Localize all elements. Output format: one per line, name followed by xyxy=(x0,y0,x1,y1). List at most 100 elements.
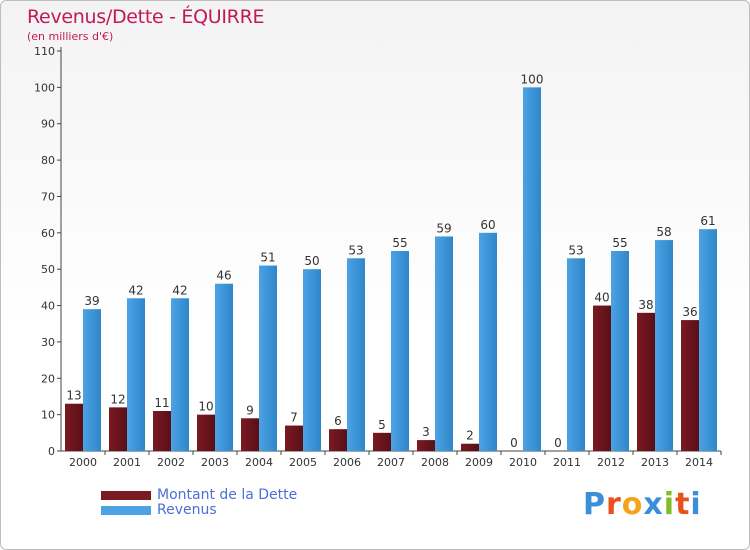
dette-value-2008: 3 xyxy=(422,425,430,439)
revenus-value-2013: 58 xyxy=(656,225,671,239)
x-tick-label: 2000 xyxy=(69,456,97,469)
revenus-value-2007: 55 xyxy=(392,236,407,250)
x-tick-label: 2004 xyxy=(245,456,273,469)
dette-bar-2002 xyxy=(153,411,171,451)
dette-bar-2004 xyxy=(241,418,259,451)
revenus-value-2004: 51 xyxy=(260,251,275,265)
logo-letter: t xyxy=(675,487,691,522)
y-tick-label: 50 xyxy=(41,263,55,276)
dette-value-2000: 13 xyxy=(66,389,81,403)
revenus-bar-2012 xyxy=(611,251,629,451)
x-tick-label: 2006 xyxy=(333,456,361,469)
legend-item-dette: Montant de la Dette xyxy=(101,487,297,503)
revenus-value-2011: 53 xyxy=(568,243,583,257)
dette-value-2014: 36 xyxy=(682,305,697,319)
revenus-value-2010: 100 xyxy=(521,72,544,86)
dette-bar-2009 xyxy=(461,443,479,451)
revenus-value-2012: 55 xyxy=(612,236,627,250)
logo-letter: i xyxy=(690,487,702,522)
revenus-bar-2014 xyxy=(699,229,717,451)
x-tick-label: 2001 xyxy=(113,456,141,469)
dette-value-2005: 7 xyxy=(290,411,298,425)
x-tick-label: 2008 xyxy=(421,456,449,469)
x-tick-label: 2002 xyxy=(157,456,185,469)
revenus-bar-2007 xyxy=(391,251,409,451)
dette-value-2003: 10 xyxy=(198,400,213,414)
dette-value-2006: 6 xyxy=(334,414,342,428)
legend-swatch-revenus xyxy=(101,505,151,515)
dette-value-2001: 12 xyxy=(110,392,125,406)
revenus-bar-2009 xyxy=(479,232,497,451)
legend-label-revenus: Revenus xyxy=(157,502,217,518)
revenus-value-2002: 42 xyxy=(172,283,187,297)
x-tick-label: 2013 xyxy=(641,456,669,469)
chart-title: Revenus/Dette - ÉQUIRRE xyxy=(27,6,265,28)
dette-bar-2014 xyxy=(681,320,699,451)
dette-bar-2005 xyxy=(285,425,303,451)
revenus-bar-2005 xyxy=(303,269,321,451)
dette-value-2010: 0 xyxy=(510,436,518,450)
dette-bar-2006 xyxy=(329,429,347,451)
revenus-bar-2010 xyxy=(523,87,541,451)
dette-value-2013: 38 xyxy=(638,298,653,312)
x-tick-label: 2011 xyxy=(553,456,581,469)
dette-value-2004: 9 xyxy=(246,403,254,417)
revenus-bar-2000 xyxy=(83,309,101,451)
legend-item-revenus: Revenus xyxy=(101,502,217,518)
revenus-bar-2003 xyxy=(215,283,233,451)
logo-letter: x xyxy=(643,487,664,522)
x-tick-label: 2014 xyxy=(685,456,713,469)
revenus-bar-2013 xyxy=(655,240,673,451)
proxiti-logo: Proxiti xyxy=(583,487,702,522)
dette-bar-2008 xyxy=(417,440,435,451)
x-tick-label: 2005 xyxy=(289,456,317,469)
revenus-bar-2001 xyxy=(127,298,145,451)
chart-bars xyxy=(65,87,717,451)
revenus-value-2009: 60 xyxy=(480,218,495,232)
revenus-bar-2006 xyxy=(347,258,365,451)
y-tick-label: 110 xyxy=(34,45,55,58)
revenus-bar-2008 xyxy=(435,236,453,451)
y-tick-label: 80 xyxy=(41,154,55,167)
logo-letter: i xyxy=(663,487,676,522)
y-tick-label: 30 xyxy=(41,336,55,349)
dette-value-2011: 0 xyxy=(554,436,562,450)
revenus-value-2014: 61 xyxy=(700,214,715,228)
y-tick-label: 90 xyxy=(41,118,55,131)
revenus-value-2006: 53 xyxy=(348,243,363,257)
x-tick-label: 2010 xyxy=(509,456,537,469)
dette-bar-2001 xyxy=(109,407,127,451)
revenus-value-2000: 39 xyxy=(84,294,99,308)
chart-data-labels: 1339124211421046951750653555359260010005… xyxy=(66,72,715,450)
x-tick-label: 2012 xyxy=(597,456,625,469)
dette-bar-2013 xyxy=(637,312,655,451)
dette-value-2002: 11 xyxy=(154,396,169,410)
legend-swatch-dette xyxy=(101,490,151,500)
y-tick-label: 0 xyxy=(48,445,55,458)
x-tick-label: 2007 xyxy=(377,456,405,469)
revenus-value-2001: 42 xyxy=(128,283,143,297)
y-tick-label: 70 xyxy=(41,190,55,203)
chart-subtitle: (en milliers d'€) xyxy=(27,30,114,43)
logo-letter: r xyxy=(606,487,622,522)
revenus-value-2005: 50 xyxy=(304,254,319,268)
y-tick-label: 60 xyxy=(41,227,55,240)
revenus-bar-2004 xyxy=(259,265,277,451)
revenus-bar-2002 xyxy=(171,298,189,451)
logo-letter: P xyxy=(583,487,606,522)
revenus-value-2008: 59 xyxy=(436,221,451,235)
x-tick-label: 2003 xyxy=(201,456,229,469)
dette-bar-2012 xyxy=(593,305,611,451)
y-tick-label: 20 xyxy=(41,372,55,385)
legend-label-dette: Montant de la Dette xyxy=(157,487,298,503)
y-tick-label: 10 xyxy=(41,409,55,422)
dette-bar-2007 xyxy=(373,432,391,451)
dette-bar-2000 xyxy=(65,403,83,451)
dette-bar-2003 xyxy=(197,414,215,451)
dette-value-2012: 40 xyxy=(594,291,609,305)
dette-value-2007: 5 xyxy=(378,418,386,432)
x-tick-label: 2009 xyxy=(465,456,493,469)
revenus-bar-2011 xyxy=(567,258,585,451)
